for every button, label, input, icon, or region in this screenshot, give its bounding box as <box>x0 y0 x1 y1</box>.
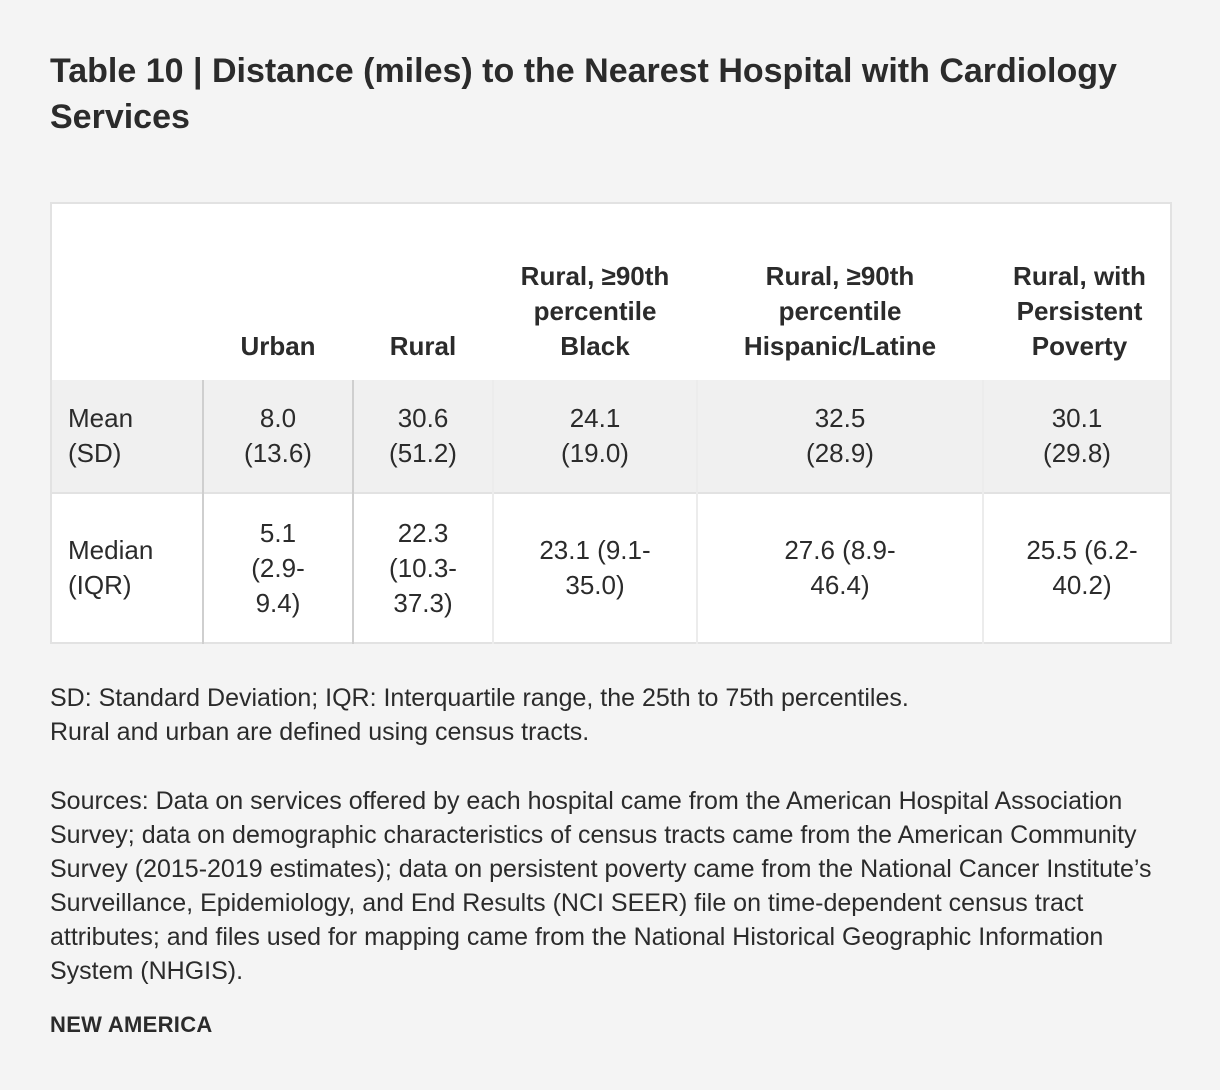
cell-median-rural-poverty: 25.5 (6.2-40.2) <box>983 492 1171 643</box>
table-row: Mean (SD) 8.0 (13.6) 30.6 (51.2) 24.1 (1… <box>51 380 1171 493</box>
header-rural-black: Rural, ≥90th percentile Black <box>493 203 697 380</box>
page-title: Table 10 | Distance (miles) to the Neare… <box>50 52 1117 136</box>
cell-median-urban: 5.1 (2.9-9.4) <box>203 492 354 643</box>
cell-median-rural: 22.3 (10.3-37.3) <box>353 492 494 643</box>
header-rural-hispanic: Rural, ≥90th percentile Hispanic/Latine <box>697 203 983 380</box>
row-label-mean: Mean (SD) <box>51 380 204 493</box>
table-notes: SD: Standard Deviation; IQR: Interquarti… <box>50 681 1180 749</box>
table-row: Median (IQR) 5.1 (2.9-9.4) 22.3 (10.3-37… <box>51 492 1171 643</box>
header-rural: Rural <box>353 203 493 380</box>
cell-median-rural-black: 23.1 (9.1-35.0) <box>493 492 698 643</box>
cell-mean-rural: 30.6 (51.2) <box>353 380 494 493</box>
note-abbreviations: SD: Standard Deviation; IQR: Interquarti… <box>50 684 909 712</box>
cell-mean-rural-black: 24.1 (19.0) <box>493 380 698 493</box>
row-label-median: Median (IQR) <box>51 492 204 643</box>
header-urban: Urban <box>203 203 353 380</box>
note-definitions: Rural and urban are defined using census… <box>50 718 590 746</box>
cell-mean-rural-poverty: 30.1 (29.8) <box>983 380 1171 493</box>
cell-mean-urban: 8.0 (13.6) <box>203 380 354 493</box>
cell-median-rural-hispanic: 27.6 (8.9-46.4) <box>697 492 984 643</box>
header-corner <box>51 203 203 380</box>
header-rural-poverty: Rural, with Persistent Poverty <box>983 203 1171 380</box>
brand-label: NEW AMERICA <box>50 1012 213 1037</box>
table-header-row: Urban Rural Rural, ≥90th percentile Blac… <box>51 203 1171 380</box>
distance-table: Urban Rural Rural, ≥90th percentile Blac… <box>50 202 1172 644</box>
sources-note: Sources: Data on services offered by eac… <box>50 787 1152 985</box>
cell-mean-rural-hispanic: 32.5 (28.9) <box>697 380 984 493</box>
